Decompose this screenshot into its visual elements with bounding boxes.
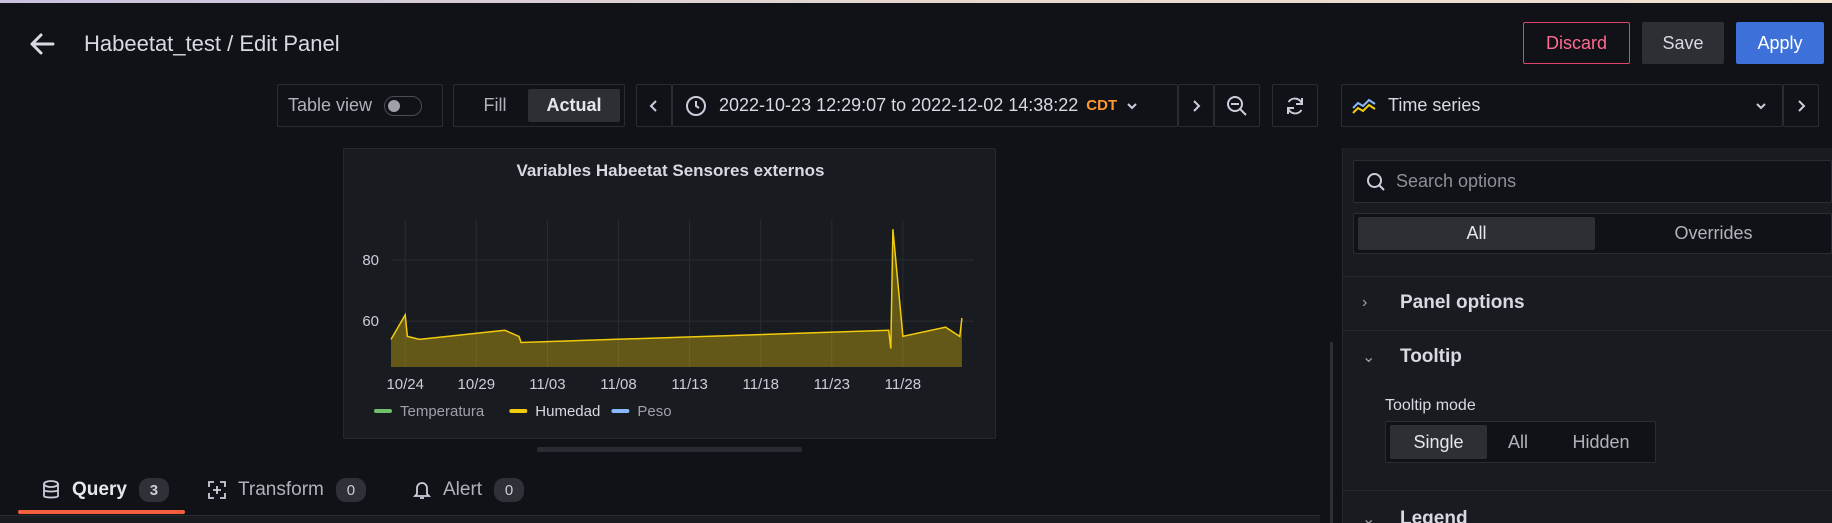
section-legend[interactable]: ⌄ Legend <box>1362 508 1468 523</box>
panel-preview: Variables Habeetat Sensores externos 60 8… <box>343 148 996 439</box>
vertical-splitter[interactable] <box>1330 342 1333 523</box>
time-forward-button[interactable] <box>1178 84 1214 127</box>
zoom-out-icon <box>1227 95 1247 116</box>
tab-transform-count: 0 <box>335 478 366 502</box>
tab-query-count: 3 <box>138 478 169 502</box>
arrow-left-icon <box>30 33 55 55</box>
tooltip-mode-hidden[interactable]: Hidden <box>1572 431 1630 452</box>
transform-icon <box>208 481 226 499</box>
x-tick-label: 11/23 <box>814 376 850 393</box>
legend-label: Humedad <box>535 403 600 420</box>
visualization-name: Time series <box>1388 95 1481 115</box>
chevron-down-icon: ⌄ <box>1362 511 1376 523</box>
series-line-humedad <box>390 229 963 349</box>
x-tick-label: 11/28 <box>885 376 921 393</box>
section-tooltip-label: Tooltip <box>1400 346 1462 367</box>
table-view-switch[interactable] <box>384 95 423 116</box>
switch-knob <box>388 99 401 112</box>
chevron-down-icon: ⌄ <box>1362 349 1376 366</box>
options-tabs: All Overrides <box>1353 213 1832 254</box>
tooltip-mode-all[interactable]: All <box>1507 431 1528 452</box>
legend-swatch <box>509 409 528 413</box>
tooltip-mode-group: Single All Hidden <box>1385 421 1656 463</box>
chevron-left-icon <box>649 99 657 112</box>
x-tick-label: 11/03 <box>529 376 565 393</box>
y-tick-label: 60 <box>362 313 379 330</box>
options-divider <box>1342 490 1832 491</box>
search-options-placeholder: Search options <box>1396 171 1517 191</box>
x-tick-label: 11/13 <box>671 376 707 393</box>
tab-query-label: Query <box>72 479 127 500</box>
top-stripe <box>0 0 1832 3</box>
chevron-down-icon <box>1127 102 1137 109</box>
options-tab-all[interactable]: All <box>1358 217 1595 250</box>
timezone-badge: CDT <box>1086 97 1118 114</box>
tab-alert-count: 0 <box>494 478 525 502</box>
active-tab-indicator <box>18 510 185 514</box>
legend-label: Temperatura <box>400 403 485 420</box>
actual-option[interactable]: Actual <box>528 89 620 122</box>
back-button[interactable] <box>26 28 58 60</box>
section-panel-options-label: Panel options <box>1400 292 1525 313</box>
legend-label: Peso <box>637 403 671 420</box>
section-panel-options[interactable]: › Panel options <box>1362 292 1525 314</box>
legend-swatch <box>611 409 630 413</box>
options-divider <box>1342 330 1832 331</box>
time-range-text: 2022-10-23 12:29:07 to 2022-12-02 14:38:… <box>719 95 1079 115</box>
tab-alert-label: Alert <box>443 479 483 500</box>
y-tick-label: 80 <box>362 252 379 269</box>
query-editor-strip <box>0 515 1320 523</box>
tab-transform-label: Transform <box>238 479 324 500</box>
section-legend-label: Legend <box>1400 508 1468 523</box>
search-options-input[interactable]: Search options <box>1353 160 1832 203</box>
tab-query[interactable]: Query 3 <box>42 478 169 502</box>
tooltip-mode-label: Tooltip mode <box>1385 397 1476 414</box>
fill-option[interactable]: Fill <box>483 95 507 115</box>
options-collapse-button[interactable] <box>1783 84 1819 127</box>
table-view-toggle-group: Table view <box>277 84 443 127</box>
save-button[interactable]: Save <box>1642 22 1724 64</box>
x-tick-label: 11/08 <box>600 376 636 393</box>
clock-icon <box>686 95 706 116</box>
visualization-picker[interactable]: Time series <box>1341 84 1783 127</box>
tab-alert[interactable]: Alert 0 <box>413 478 525 502</box>
chevron-right-icon <box>1193 99 1201 112</box>
bell-icon <box>413 482 431 499</box>
database-icon <box>43 480 59 499</box>
x-tick-label: 10/29 <box>458 376 496 393</box>
options-tab-overrides[interactable]: Overrides <box>1674 223 1753 243</box>
x-tick-label: 11/18 <box>742 376 778 393</box>
fill-actual-group: Fill Actual <box>453 84 625 127</box>
table-view-label: Table view <box>288 95 373 115</box>
panel-resize-handle[interactable] <box>537 447 802 452</box>
apply-button[interactable]: Apply <box>1736 22 1824 64</box>
time-back-button[interactable] <box>636 84 672 127</box>
options-divider <box>1342 276 1832 277</box>
chevron-down-icon <box>1756 102 1766 109</box>
options-pane <box>1342 148 1832 523</box>
tab-transform[interactable]: Transform 0 <box>208 478 366 502</box>
time-series-chart: 60 80 10/24 10/29 11/03 11/08 11/13 11/18 11/23 1… <box>362 220 974 420</box>
chevron-right-icon <box>1798 99 1806 112</box>
panel-title: Variables Habeetat Sensores externos <box>516 161 825 180</box>
time-range-picker[interactable]: 2022-10-23 12:29:07 to 2022-12-02 14:38:… <box>672 84 1178 127</box>
chevron-right-icon: › <box>1362 294 1368 311</box>
legend-swatch <box>374 409 392 413</box>
section-tooltip[interactable]: ⌄ Tooltip <box>1362 346 1462 368</box>
search-icon <box>1367 172 1385 191</box>
discard-button[interactable]: Discard <box>1523 22 1630 64</box>
page-title: Habeetat_test / Edit Panel <box>84 31 340 56</box>
refresh-button[interactable] <box>1272 84 1318 127</box>
tooltip-mode-single[interactable]: Single <box>1390 425 1487 459</box>
x-tick-label: 10/24 <box>386 376 424 393</box>
time-series-icon <box>1352 98 1376 114</box>
refresh-icon <box>1287 97 1303 114</box>
zoom-out-button[interactable] <box>1214 84 1260 127</box>
series-area-humedad <box>391 229 962 367</box>
